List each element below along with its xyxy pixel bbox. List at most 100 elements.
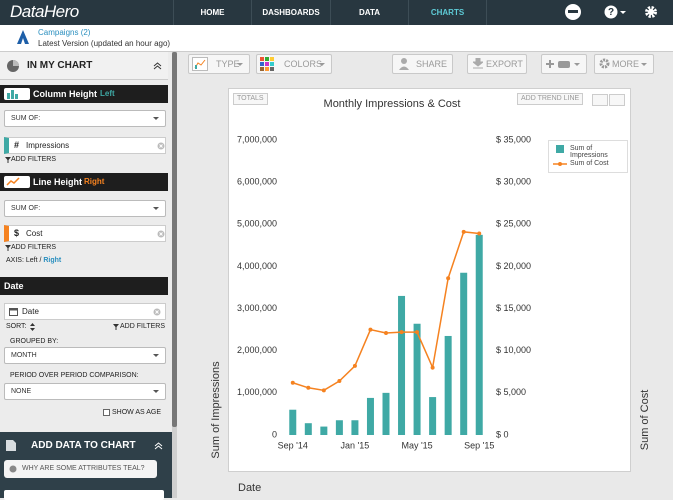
share-text: SHARE <box>416 59 448 69</box>
legend-swatch <box>556 145 564 153</box>
settings-icon[interactable] <box>645 6 657 18</box>
bar <box>460 272 468 435</box>
totals-button[interactable]: TOTALS <box>233 93 268 105</box>
date-bar: Date <box>0 277 168 295</box>
x-axis-title: Date <box>238 482 261 494</box>
collapse-icon[interactable] <box>154 442 163 450</box>
line-point <box>415 330 420 335</box>
type-text: TYPE <box>216 59 240 69</box>
y2-tick-label: $ 10,000 <box>496 345 531 355</box>
line-point <box>430 365 435 370</box>
bar <box>444 335 452 435</box>
add-icon <box>546 60 570 68</box>
line-axis[interactable]: Right <box>84 177 105 186</box>
bar <box>304 423 312 435</box>
remove-icon[interactable] <box>157 142 165 150</box>
y2-tick-label: $ 30,000 <box>496 177 531 187</box>
sum-text: SUM OF: <box>11 115 41 122</box>
period-label: PERIOD OVER PERIOD COMPARISON: <box>10 372 139 379</box>
more-button[interactable]: MORE <box>594 54 654 74</box>
nav-data[interactable]: DATA <box>330 0 408 25</box>
chart-mode-button[interactable] <box>592 94 608 106</box>
chart-title: Monthly Impressions & Cost <box>324 98 461 110</box>
remove-icon[interactable] <box>153 308 161 316</box>
line-point <box>446 276 451 281</box>
chart-type-icon[interactable] <box>4 176 30 188</box>
search-input[interactable] <box>4 490 164 500</box>
settings-core <box>648 9 654 15</box>
scroll-thumb[interactable] <box>172 52 177 427</box>
remove-icon[interactable] <box>157 230 165 238</box>
bar <box>398 295 406 435</box>
line-point <box>399 330 404 335</box>
version: Latest Version (updated an hour ago) <box>38 39 171 48</box>
bar <box>351 420 359 435</box>
sum-select[interactable]: SUM OF: <box>4 200 166 217</box>
nav-charts[interactable]: CHARTS <box>408 0 487 25</box>
add-filters[interactable]: ADD FILTERS <box>120 323 165 330</box>
column-axis[interactable]: Left <box>100 89 115 98</box>
add-filters[interactable]: ADD FILTERS <box>11 244 56 251</box>
y-tick-label: 3,000,000 <box>237 303 277 313</box>
line-point <box>368 327 373 332</box>
x-tick-label: May '15 <box>401 440 432 450</box>
export-button[interactable]: EXPORT <box>467 54 527 74</box>
legend-entry[interactable]: Sum of Cost <box>553 160 623 168</box>
info-icon <box>9 465 17 473</box>
y-tick-label: 6,000,000 <box>237 177 277 187</box>
impressions-field[interactable]: # Impressions <box>4 137 166 154</box>
field-name: Cost <box>26 229 43 238</box>
y2-axis-title: Sum of Cost <box>639 390 651 451</box>
more-text: MORE <box>612 59 639 69</box>
y-tick-label: 4,000,000 <box>237 261 277 271</box>
sort-icon <box>30 323 35 331</box>
axis-choice[interactable]: Right <box>43 257 62 264</box>
currency-icon: $ <box>14 228 20 238</box>
add-data-title: ADD DATA TO CHART <box>31 440 136 451</box>
age-checkbox[interactable] <box>103 409 110 416</box>
logo[interactable]: DataHero <box>10 2 79 21</box>
trend-button[interactable]: ADD TREND LINE <box>517 93 584 105</box>
line-point <box>321 388 326 393</box>
sum-select[interactable]: SUM OF: <box>4 110 166 127</box>
y-axis-title: Sum of Impressions <box>210 361 222 459</box>
legend-dot <box>558 162 562 166</box>
bar <box>475 234 483 435</box>
add-data-panel: ADD DATA TO CHART WHY ARE SOME ATTRIBUTE… <box>0 432 172 500</box>
legend-entry[interactable]: Sum of Impressions <box>553 145 623 159</box>
line-point <box>306 385 311 390</box>
collapse-icon[interactable] <box>153 62 162 70</box>
nav-home[interactable]: HOME <box>173 0 251 25</box>
number-icon: # <box>14 140 20 150</box>
line-point <box>290 380 295 385</box>
group-select[interactable]: MONTH <box>4 347 166 364</box>
export-text: EXPORT <box>486 59 523 69</box>
teal-help[interactable]: WHY ARE SOME ATTRIBUTES TEAL? <box>4 460 157 478</box>
sort[interactable]: SORT: <box>6 323 27 330</box>
in-my-chart-header: IN MY CHART <box>0 52 168 80</box>
colors-icon <box>260 57 274 71</box>
avatar-detail <box>568 10 578 13</box>
dataset-link[interactable]: Campaigns (2) <box>38 28 91 37</box>
period-select[interactable]: NONE <box>4 383 166 400</box>
date-field[interactable]: Date <box>4 303 166 320</box>
chart-mode-button[interactable] <box>609 94 625 106</box>
dataset-icon <box>17 30 29 44</box>
add-filters[interactable]: ADD FILTERS <box>11 156 56 163</box>
help-icon[interactable] <box>604 5 618 19</box>
cost-field[interactable]: $ Cost <box>4 225 166 242</box>
caret <box>620 11 626 14</box>
line-point <box>384 331 388 336</box>
filter-icon <box>5 245 11 251</box>
age-label: SHOW AS AGE <box>112 409 162 416</box>
legend-key <box>556 145 564 153</box>
calendar-icon <box>9 308 18 316</box>
nav-dashboards[interactable]: DASHBOARDS <box>251 0 330 25</box>
bar <box>289 409 297 435</box>
y-tick-label: 2,000,000 <box>237 345 277 355</box>
top-nav: DataHero HOME DASHBOARDS DATA CHARTS ? <box>0 0 673 25</box>
bar <box>382 392 390 435</box>
legend-label: Sum of Cost <box>570 160 609 167</box>
colors-button[interactable]: COLORS <box>256 54 332 74</box>
